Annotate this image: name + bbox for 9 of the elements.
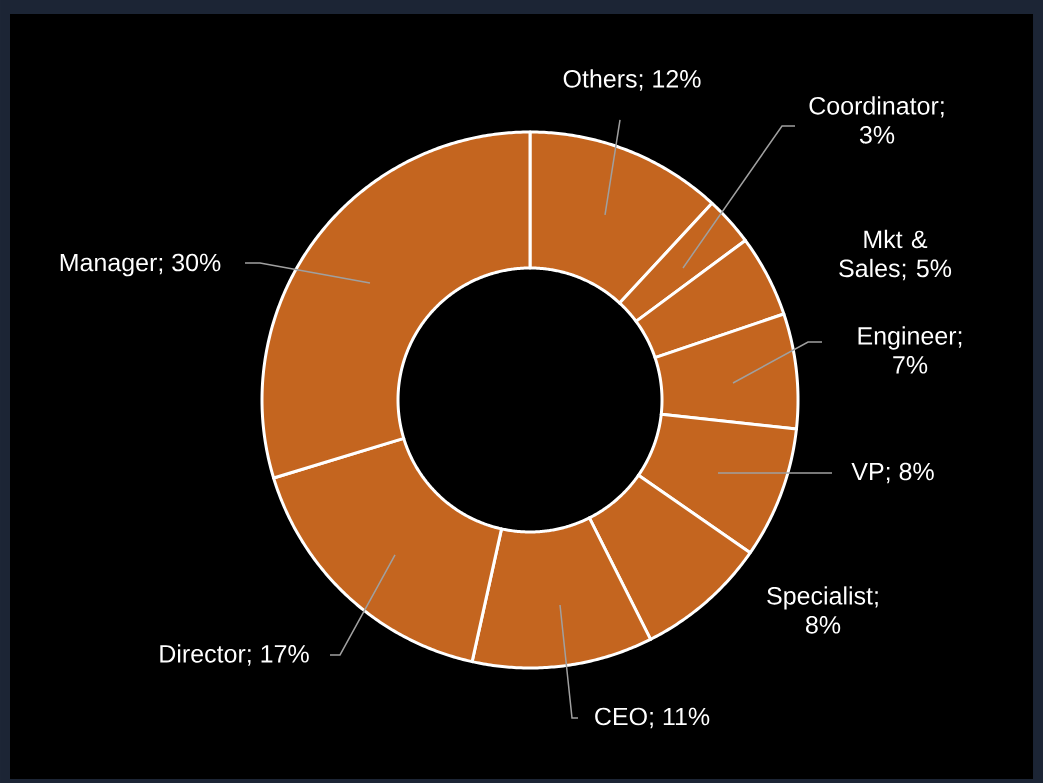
slice-label: Coordinator; 3% — [809, 96, 944, 144]
slice-label: Director; 17% — [160, 644, 309, 666]
slice-label: Engineer; 7% — [858, 326, 962, 374]
slice-label: CEO; 11% — [595, 707, 710, 729]
slice-label: VP; 8% — [851, 462, 934, 484]
slice-label: Mkt & Sales; 5% — [839, 229, 952, 281]
slice-label: Others; 12% — [563, 69, 701, 91]
slice-label: Manager; 30% — [60, 253, 221, 277]
slice-label: Specialist; 8% — [767, 586, 878, 634]
